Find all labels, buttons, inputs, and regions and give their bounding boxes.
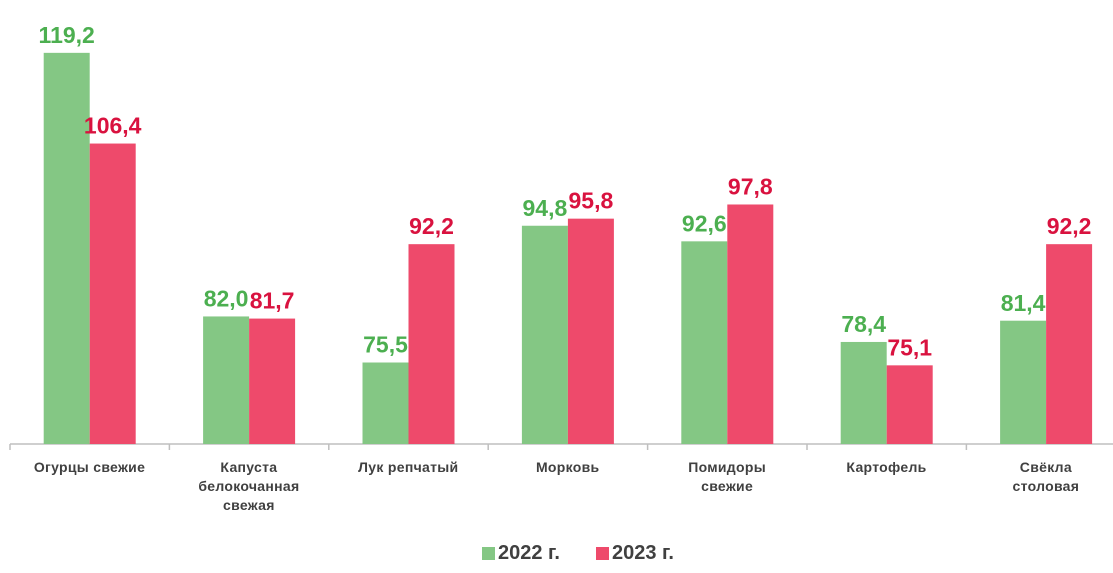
legend-label: 2023 г. <box>612 542 674 564</box>
data-label: 75,5 <box>363 332 408 358</box>
data-label: 97,8 <box>728 174 773 200</box>
data-label: 92,6 <box>682 210 727 236</box>
data-label: 75,1 <box>887 334 932 360</box>
bar <box>43 52 90 445</box>
legend-swatch <box>482 547 495 560</box>
x-tick-label: Капуста белокочанная свежая <box>198 459 300 513</box>
data-label: 78,4 <box>841 311 886 337</box>
bar <box>203 316 250 444</box>
legend-swatch <box>596 547 609 560</box>
data-label: 92,2 <box>1047 213 1092 239</box>
data-label: 119,2 <box>39 22 95 48</box>
data-label: 92,2 <box>409 213 454 239</box>
bar <box>727 204 774 444</box>
bar <box>1046 244 1093 444</box>
data-label: 106,4 <box>84 113 142 139</box>
data-label: 81,4 <box>1001 290 1046 316</box>
legend-entry: 2022 г. <box>482 542 560 565</box>
bar <box>362 362 409 444</box>
bar <box>249 318 296 444</box>
bar <box>567 218 614 444</box>
bar <box>408 244 455 444</box>
bar <box>840 341 887 444</box>
data-label: 82,0 <box>204 286 249 312</box>
legend-label: 2022 г. <box>498 542 560 564</box>
bar <box>886 365 933 444</box>
bar <box>681 241 728 444</box>
x-tick-label: Картофель <box>846 459 927 475</box>
bar <box>521 225 568 444</box>
data-label: 81,7 <box>250 288 295 314</box>
legend-entry: 2023 г. <box>596 542 674 565</box>
x-tick-label: Огурцы свежие <box>33 459 146 475</box>
x-tick-label: Лук репчатый <box>358 459 459 475</box>
data-label: 94,8 <box>523 195 568 221</box>
x-tick-label: Свёкла столовая <box>1012 459 1080 494</box>
bar <box>1000 320 1047 444</box>
data-label: 95,8 <box>569 188 614 214</box>
x-tick-label: Помидоры свежие <box>688 459 766 494</box>
bar <box>89 143 136 444</box>
x-tick-label: Морковь <box>535 459 600 475</box>
